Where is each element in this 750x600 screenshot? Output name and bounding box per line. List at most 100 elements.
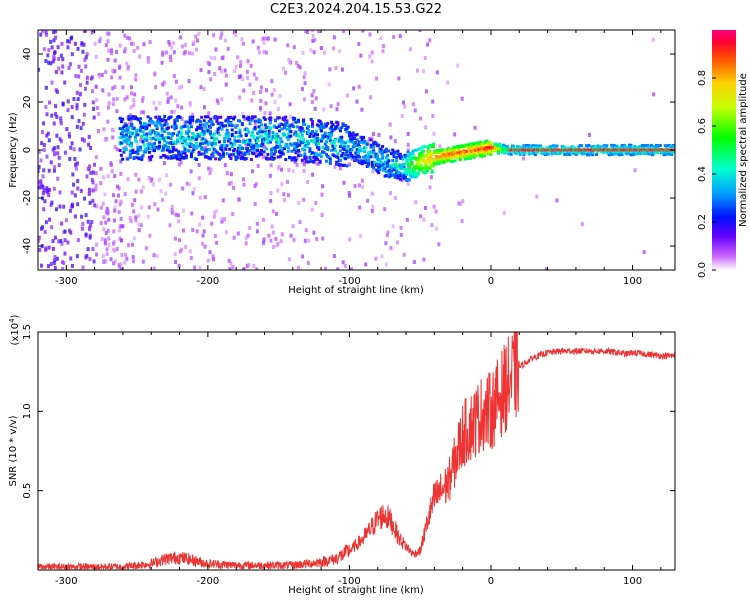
noise-cell bbox=[102, 127, 106, 132]
ridge-cell bbox=[528, 145, 532, 149]
noise-cell bbox=[80, 137, 84, 142]
ridge-cell bbox=[285, 143, 289, 147]
noise-cell bbox=[110, 68, 114, 73]
ridge-cell bbox=[196, 144, 200, 148]
noise-cell bbox=[374, 256, 378, 261]
ridge-core-cell bbox=[599, 148, 602, 152]
ridge-cell bbox=[358, 155, 362, 159]
ridge-cell bbox=[156, 119, 160, 123]
ridge-cell bbox=[249, 143, 253, 147]
noise-cell bbox=[220, 219, 224, 224]
ridge-cell bbox=[159, 137, 163, 141]
noise-cell bbox=[284, 70, 288, 75]
noise-cell bbox=[115, 184, 119, 189]
noise-cell bbox=[374, 76, 378, 81]
noise-cell bbox=[359, 53, 363, 58]
noise-cell bbox=[133, 198, 137, 203]
noise-cell bbox=[106, 119, 110, 124]
ridge-cell bbox=[392, 173, 396, 177]
ridge-cell bbox=[173, 120, 177, 124]
noise-cell bbox=[286, 43, 290, 48]
ridge-cell bbox=[247, 130, 251, 134]
noise-cell bbox=[237, 75, 241, 80]
ridge-cell bbox=[149, 146, 153, 150]
ridge-cell bbox=[360, 138, 364, 142]
ridge-cell bbox=[303, 123, 307, 127]
noise-cell bbox=[149, 139, 153, 144]
noise-cell bbox=[42, 188, 46, 193]
noise-cell bbox=[274, 236, 278, 241]
ridge-cell bbox=[151, 136, 155, 140]
noise-cell bbox=[311, 38, 315, 43]
noise-cell bbox=[371, 131, 375, 136]
noise-cell bbox=[336, 267, 340, 270]
ridge-cell bbox=[200, 146, 204, 150]
ridge-cell bbox=[378, 158, 382, 162]
ridge-cell bbox=[626, 151, 630, 155]
noise-cell bbox=[43, 229, 47, 234]
noise-cell bbox=[139, 189, 143, 194]
noise-cell bbox=[189, 169, 193, 174]
ridge-cell bbox=[443, 150, 447, 154]
noise-cell bbox=[84, 64, 88, 69]
noise-cell bbox=[227, 258, 231, 263]
ridge-cell bbox=[279, 154, 283, 158]
noise-cell bbox=[115, 109, 119, 114]
ridge-cell bbox=[314, 155, 318, 159]
ridge-cell bbox=[221, 152, 225, 156]
ridge-cell bbox=[233, 115, 237, 119]
noise-cell bbox=[188, 100, 192, 105]
noise-cell bbox=[59, 119, 63, 124]
ridge-cell bbox=[432, 164, 436, 168]
noise-cell bbox=[353, 184, 357, 189]
ridge-cell bbox=[239, 134, 243, 138]
noise-cell bbox=[366, 139, 370, 144]
noise-cell bbox=[269, 191, 273, 196]
ridge-cell bbox=[444, 154, 448, 158]
noise-cell bbox=[89, 76, 93, 81]
noise-cell bbox=[60, 260, 64, 265]
noise-cell bbox=[166, 96, 170, 101]
ridge-cell bbox=[324, 152, 328, 156]
ridge-cell bbox=[303, 148, 307, 152]
noise-cell bbox=[95, 204, 99, 209]
ridge-cell bbox=[378, 167, 382, 171]
noise-cell bbox=[77, 74, 81, 79]
ridge-cell bbox=[648, 145, 652, 149]
ridge-core-cell bbox=[567, 148, 570, 152]
ridge-cell bbox=[382, 168, 386, 172]
noise-cell bbox=[132, 209, 136, 214]
noise-cell bbox=[54, 104, 58, 109]
noise-cell bbox=[95, 105, 99, 110]
noise-cell bbox=[174, 260, 178, 265]
noise-cell bbox=[303, 71, 307, 76]
noise-cell bbox=[406, 131, 410, 136]
ridge-cell bbox=[428, 160, 432, 164]
noise-cell bbox=[80, 41, 84, 46]
ridge-cell bbox=[238, 147, 242, 151]
noise-cell bbox=[94, 155, 98, 160]
noise-cell bbox=[238, 95, 242, 100]
ridge-cell bbox=[163, 114, 167, 118]
noise-cell bbox=[309, 48, 313, 53]
noise-cell bbox=[118, 75, 122, 80]
ridge-cell bbox=[321, 145, 325, 149]
ridge-cell bbox=[140, 134, 144, 138]
noise-cell bbox=[370, 50, 374, 55]
noise-cell bbox=[269, 163, 273, 168]
ridge-cell bbox=[379, 164, 383, 168]
noise-cell bbox=[53, 235, 57, 240]
ridge-cell bbox=[342, 148, 346, 152]
noise-cell bbox=[106, 105, 110, 110]
noise-cell bbox=[384, 262, 388, 267]
ridge-cell bbox=[353, 144, 357, 148]
noise-cell bbox=[106, 39, 110, 44]
ridge-cell bbox=[367, 162, 371, 166]
noise-cell bbox=[322, 107, 326, 112]
ridge-cell bbox=[182, 145, 186, 149]
ridge-cell bbox=[252, 152, 256, 156]
ridge-cell bbox=[284, 115, 288, 119]
noise-cell bbox=[94, 84, 98, 89]
noise-cell bbox=[59, 53, 63, 58]
noise-cell bbox=[249, 63, 253, 68]
